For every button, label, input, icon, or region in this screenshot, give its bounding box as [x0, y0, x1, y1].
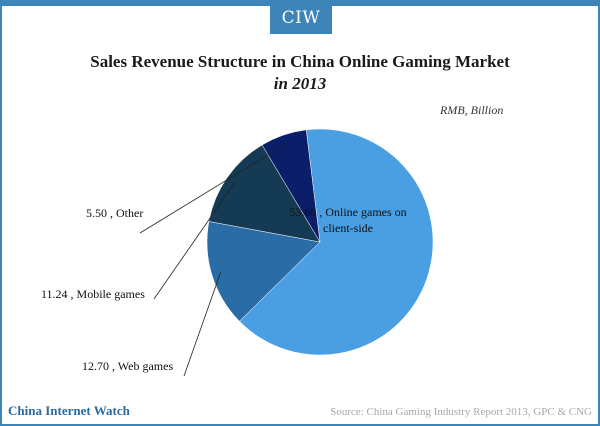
leader-line-2 — [153, 182, 236, 300]
chart-subtitle: in 2013 — [273, 74, 327, 93]
footer-brand[interactable]: China Internet Watch — [8, 403, 130, 418]
slice-label-web-games: 12.70 , Web games — [82, 359, 173, 373]
unit-label: RMB, Billion — [440, 103, 504, 117]
pie-slice-mobile-games[interactable] — [208, 144, 321, 243]
slice-label-mobile-games: 11.24 , Mobile games — [41, 287, 145, 301]
source-note: Source: China Gaming Industry Report 201… — [330, 406, 592, 418]
chart-title: Sales Revenue Structure in China Online … — [90, 52, 510, 71]
pie-slice-web-games[interactable] — [206, 221, 321, 322]
slice-label-online-games: 53.66 , Online games on client-side — [289, 205, 406, 235]
pie-slice-other[interactable] — [261, 129, 321, 243]
slice-label-other: 5.50 , Other — [86, 206, 143, 220]
leader-line-1 — [183, 272, 221, 377]
ciw-logo[interactable]: CIW — [270, 2, 332, 34]
leader-line-3 — [139, 143, 287, 234]
pie-slice-online-games-on-client-side[interactable] — [239, 128, 434, 356]
